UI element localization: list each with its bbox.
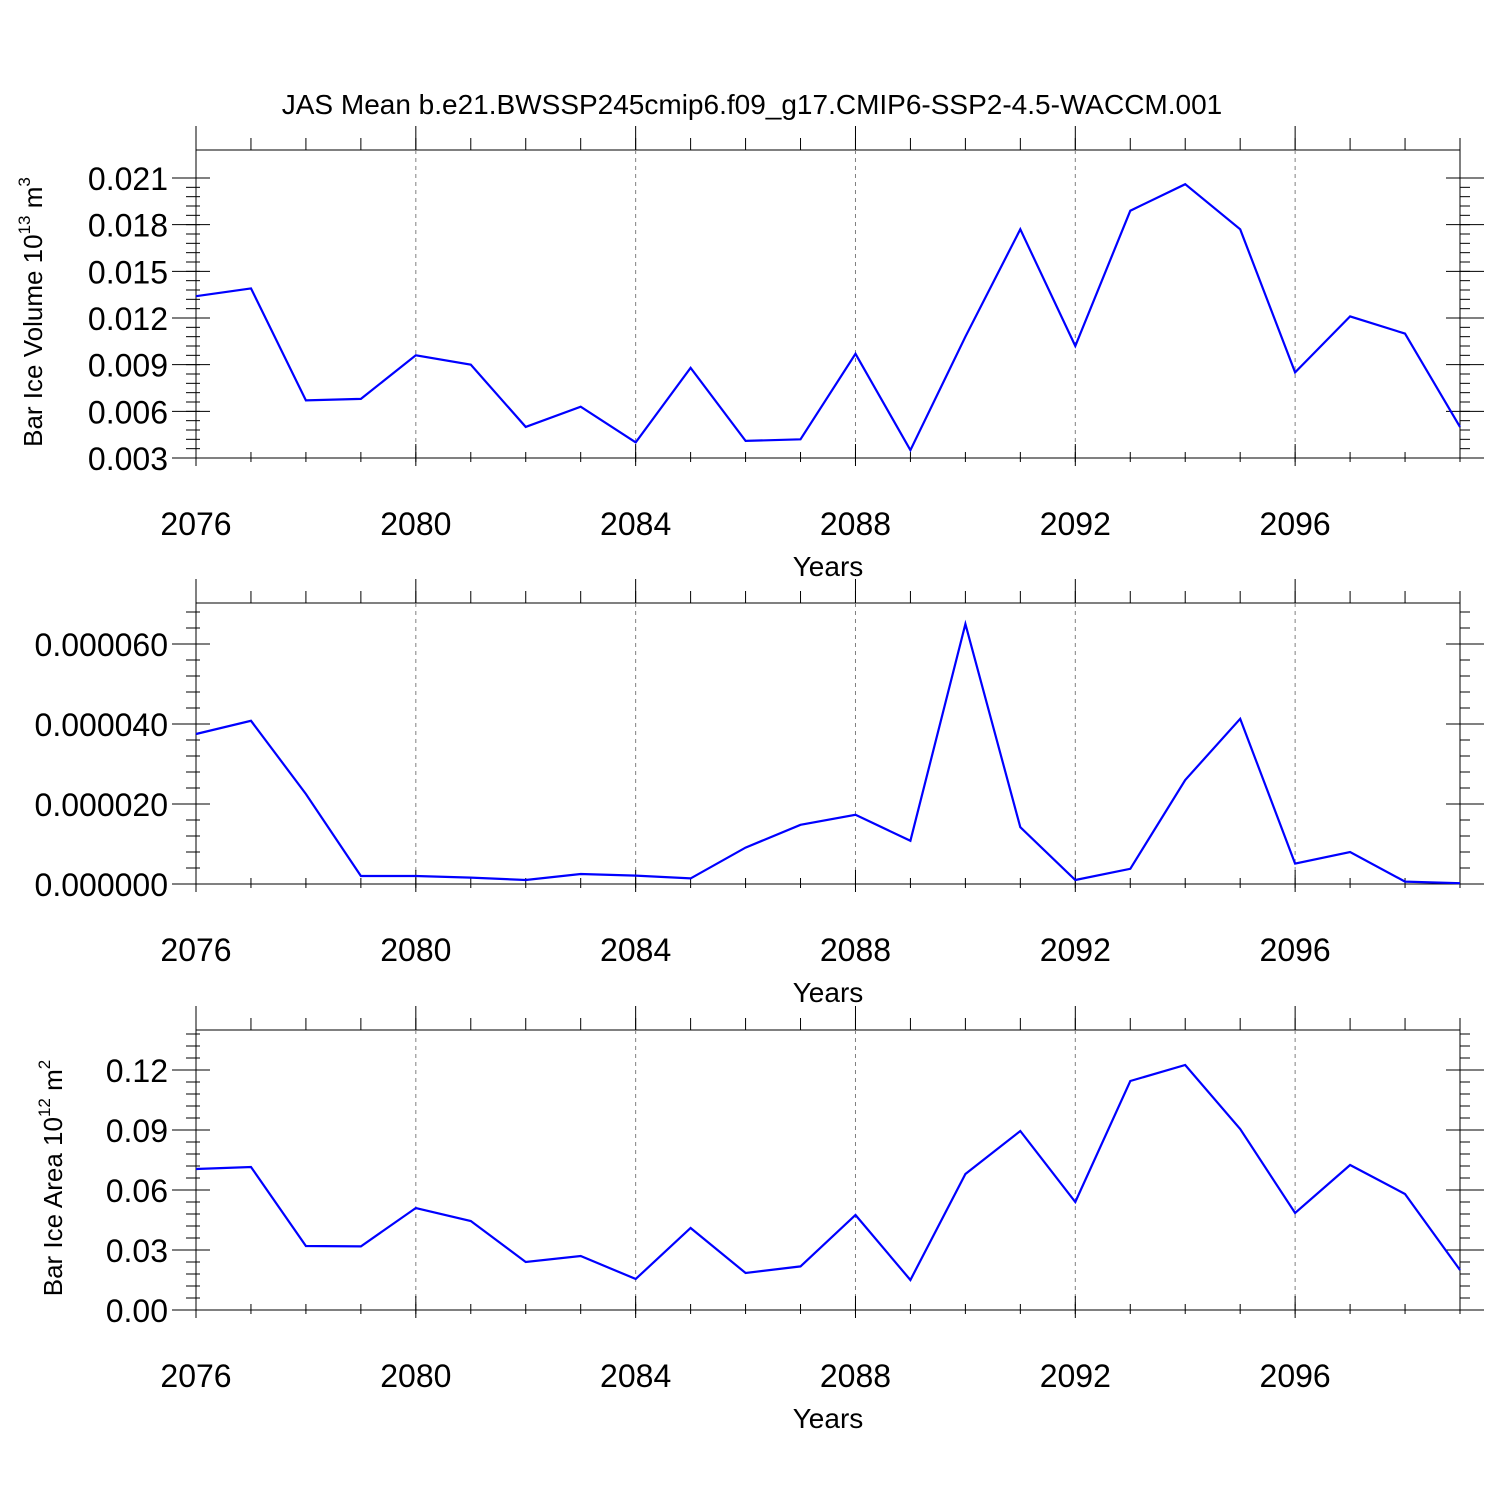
x-tick-label: 2088 <box>820 932 891 968</box>
y-tick-label: 0.000000 <box>35 867 168 903</box>
y-tick-label: 0.009 <box>88 348 168 384</box>
x-axis-label: Years <box>793 551 864 582</box>
x-tick-label: 2088 <box>820 1358 891 1394</box>
x-axis-label: Years <box>793 1403 864 1434</box>
y-axis-label-part: Bar Ice Volume 10 <box>18 234 48 446</box>
figure-title: JAS Mean b.e21.BWSSP245cmip6.f09_g17.CMI… <box>282 89 1223 120</box>
x-tick-label: 2092 <box>1040 1358 1111 1394</box>
x-tick-label: 2076 <box>160 1358 231 1394</box>
panels: 2076 2080 2084 2088 2092 20960.0030.0060.0090… <box>15 126 1484 1434</box>
panel-3: 2076 2080 2084 2088 2092 2096 0.00 0.03 0.06 0.09… <box>35 1006 1484 1434</box>
panel-1: 2076 2080 2084 2088 2092 2096 0.003 0.006 0.009 0… <box>15 126 1484 582</box>
x-tick-label: 2096 <box>1260 1358 1331 1394</box>
y-tick-label: 0.06 <box>106 1173 168 1209</box>
x-tick-label: 2080 <box>380 932 451 968</box>
series-line <box>195 1063 1461 1282</box>
y-tick-label: 0.006 <box>88 394 168 430</box>
y-tick-label: 0.00 <box>106 1293 168 1329</box>
x-tick-label: 2080 <box>380 506 451 542</box>
x-tick-label: 2076 <box>160 932 231 968</box>
x-tick-label: 2076 <box>160 506 231 542</box>
y-tick-label: 0.003 <box>88 441 168 477</box>
y-tick-label: 0.000040 <box>35 707 168 743</box>
y-tick-label: 0.012 <box>88 301 168 337</box>
y-axis-label-superscript: 2 <box>35 1060 54 1069</box>
x-tick-label: 2092 <box>1040 932 1111 968</box>
x-tick-label: 2084 <box>600 1358 671 1394</box>
plot-frame <box>195 1029 1461 1311</box>
y-axis-label-part: m <box>38 1069 68 1098</box>
x-tick-label: 2084 <box>600 506 671 542</box>
x-tick-label: 2080 <box>380 1358 451 1394</box>
y-tick-label: 0.12 <box>106 1053 168 1089</box>
x-tick-label: 2092 <box>1040 506 1111 542</box>
y-axis-label-superscript: 12 <box>35 1098 54 1117</box>
x-tick-label: 2096 <box>1260 932 1331 968</box>
y-tick-label: 0.000020 <box>35 787 168 823</box>
series-line <box>195 182 1461 453</box>
x-tick-label: 2084 <box>600 932 671 968</box>
y-axis-label-superscript: 3 <box>15 177 34 186</box>
y-axis-label-part: Bar Ice Area 10 <box>38 1117 68 1296</box>
y-tick-label: 0.09 <box>106 1113 168 1149</box>
panel-2: 2076 2080 2084 2088 2092 2096 0.000000 0.000020… <box>35 579 1484 1008</box>
y-axis-label: Bar Ice Volume 1013 m3 <box>15 177 48 447</box>
y-tick-label: 0.018 <box>88 208 168 244</box>
x-axis-label: Years <box>793 977 864 1008</box>
series-line <box>195 619 1461 885</box>
y-tick-label: 0.000060 <box>35 627 168 663</box>
plot-frame <box>195 602 1461 885</box>
y-axis-label: Bar Ice Area 1012 m2 <box>35 1060 68 1297</box>
x-tick-label: 2088 <box>820 506 891 542</box>
y-tick-label: 0.03 <box>106 1233 168 1269</box>
plot-frame <box>195 149 1461 459</box>
y-tick-label: 0.021 <box>88 161 168 197</box>
x-tick-label: 2096 <box>1260 506 1331 542</box>
y-axis-label-part: m <box>18 187 48 216</box>
y-tick-label: 0.015 <box>88 254 168 290</box>
y-axis-label-superscript: 13 <box>15 215 34 234</box>
